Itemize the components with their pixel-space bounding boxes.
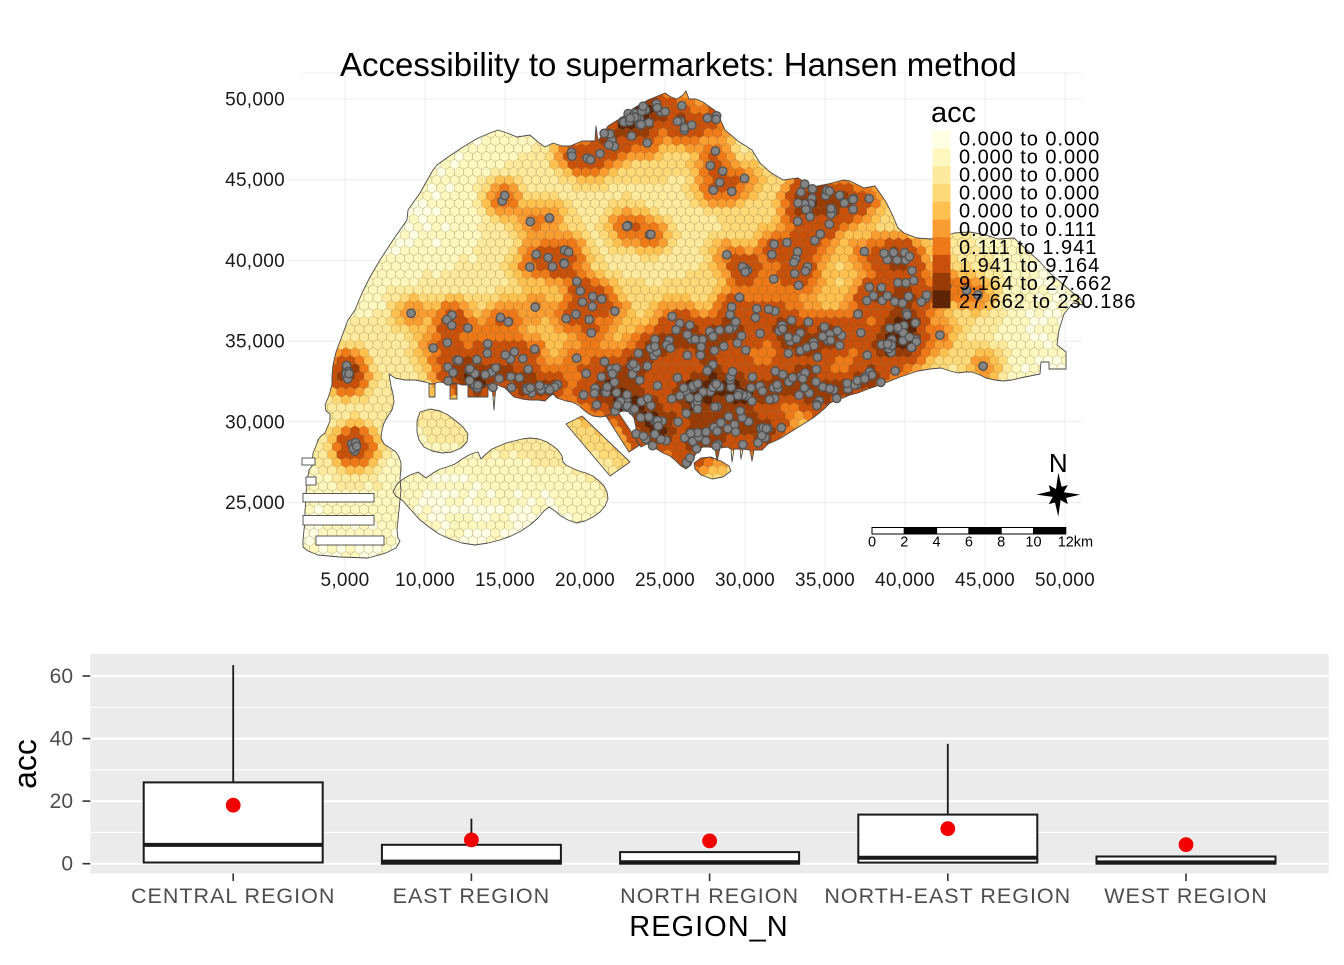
svg-text:0: 0 — [61, 853, 73, 876]
svg-text:0.000 to 0.111: 0.000 to 0.111 — [959, 219, 1097, 241]
svg-text:40: 40 — [50, 728, 73, 751]
svg-text:10,000: 10,000 — [395, 570, 455, 591]
svg-text:0.000 to 0.000: 0.000 to 0.000 — [959, 183, 1100, 205]
svg-text:35,000: 35,000 — [795, 570, 855, 591]
svg-text:0: 0 — [868, 535, 876, 551]
svg-text:EAST REGION: EAST REGION — [393, 884, 551, 908]
svg-text:NORTH REGION: NORTH REGION — [620, 884, 799, 908]
svg-text:9.164 to 27.662: 9.164 to 27.662 — [959, 273, 1112, 295]
svg-text:5,000: 5,000 — [320, 570, 369, 591]
svg-text:30,000: 30,000 — [225, 412, 285, 433]
svg-text:CENTRAL REGION: CENTRAL REGION — [131, 884, 335, 908]
svg-text:0.000 to 0.000: 0.000 to 0.000 — [959, 147, 1100, 169]
svg-text:1.941 to 9.164: 1.941 to 9.164 — [959, 255, 1100, 277]
svg-text:50,000: 50,000 — [225, 90, 285, 111]
svg-text:45,000: 45,000 — [225, 170, 285, 191]
svg-text:acc: acc — [931, 97, 976, 129]
svg-text:km: km — [1074, 535, 1093, 551]
svg-text:4: 4 — [933, 535, 941, 551]
svg-text:30,000: 30,000 — [715, 570, 775, 591]
svg-text:25,000: 25,000 — [635, 570, 695, 591]
svg-text:20: 20 — [50, 790, 73, 813]
svg-text:60: 60 — [50, 665, 73, 688]
svg-text:N: N — [1049, 448, 1068, 478]
svg-text:8: 8 — [997, 535, 1005, 551]
svg-text:NORTH-EAST REGION: NORTH-EAST REGION — [824, 884, 1071, 908]
svg-text:15,000: 15,000 — [475, 570, 535, 591]
svg-text:50,000: 50,000 — [1035, 570, 1095, 591]
svg-text:0.000 to 0.000: 0.000 to 0.000 — [959, 165, 1100, 187]
svg-text:40,000: 40,000 — [225, 251, 285, 272]
svg-text:40,000: 40,000 — [875, 570, 935, 591]
svg-text:6: 6 — [965, 535, 973, 551]
svg-text:35,000: 35,000 — [225, 332, 285, 353]
svg-text:27.662 to 230.186: 27.662 to 230.186 — [959, 291, 1136, 313]
svg-text:10: 10 — [1025, 535, 1041, 551]
svg-text:2: 2 — [900, 535, 908, 551]
svg-text:20,000: 20,000 — [555, 570, 615, 591]
svg-text:WEST REGION: WEST REGION — [1104, 884, 1268, 908]
svg-text:REGION_N: REGION_N — [629, 911, 788, 943]
svg-text:0.000 to 0.000: 0.000 to 0.000 — [959, 201, 1100, 223]
svg-text:0.111 to 1.941: 0.111 to 1.941 — [959, 237, 1097, 259]
svg-text:0.000 to 0.000: 0.000 to 0.000 — [959, 128, 1100, 150]
svg-text:25,000: 25,000 — [225, 493, 285, 514]
svg-text:45,000: 45,000 — [955, 570, 1015, 591]
svg-text:acc: acc — [7, 739, 43, 789]
svg-text:12: 12 — [1058, 535, 1074, 551]
svg-text:Accessibility to supermarkets:: Accessibility to supermarkets: Hansen me… — [340, 46, 1017, 83]
